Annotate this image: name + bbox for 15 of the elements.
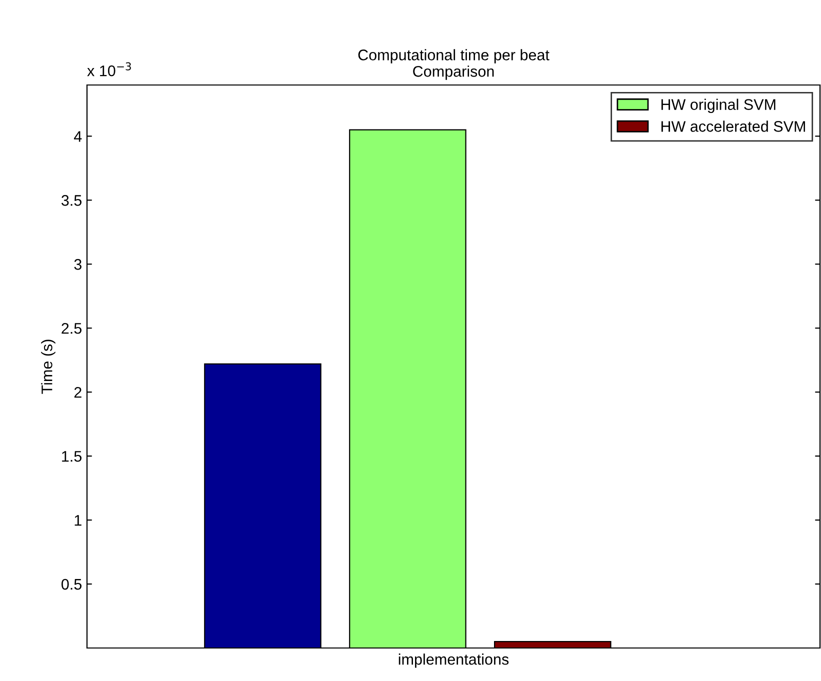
x-axis-title: implementations xyxy=(398,654,509,668)
y-axis-title: Time (s) xyxy=(41,340,56,394)
y-tick-label: 2.5 xyxy=(62,322,82,334)
text: x 10$^{−3}$ xyxy=(87,62,131,76)
y-tick-label: 2 xyxy=(74,386,82,398)
chart-title: Computational time per beat xyxy=(358,49,550,64)
y-tick-label: 4 xyxy=(74,131,82,142)
y-tick-label: 3 xyxy=(74,259,82,270)
y-tick-label: 1 xyxy=(74,515,82,526)
legend-label: HW accelerated SVM xyxy=(661,120,805,132)
y-tick-label: 3.5 xyxy=(61,195,82,206)
y-tick-label: 1.5 xyxy=(62,451,82,462)
y-tick-label: 0.5 xyxy=(62,578,82,590)
chart-subtitle: Comparison xyxy=(413,66,494,80)
legend-label: HW original SVM xyxy=(661,98,776,113)
